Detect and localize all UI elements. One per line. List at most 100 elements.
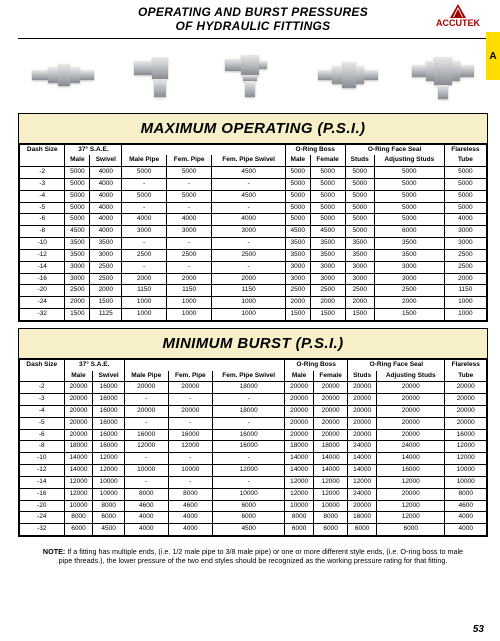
value-cell: 14000 (377, 453, 445, 465)
burst-section-title: MINIMUM BURST (P.S.I.) (19, 329, 487, 359)
value-cell: 20000 (64, 417, 93, 429)
value-cell: 12000 (445, 441, 487, 453)
value-cell: - (124, 476, 168, 488)
value-cell: 20000 (314, 382, 348, 394)
operating-section: MAXIMUM OPERATING (P.S.I.) Dash Size37° … (18, 113, 488, 322)
value-cell: - (212, 202, 286, 214)
value-cell: 3500 (345, 238, 374, 250)
value-cell: 24000 (377, 441, 445, 453)
value-cell: 2000 (65, 297, 90, 309)
value-cell: 3000 (65, 261, 90, 273)
table-row: -420000160002000020000180002000020000200… (20, 406, 487, 418)
value-cell: 1500 (65, 308, 90, 320)
value-cell: - (166, 238, 211, 250)
col-group-header: Dash Size (20, 144, 65, 155)
value-cell: - (212, 179, 286, 191)
value-cell: 2000 (285, 297, 310, 309)
value-cell: 20000 (124, 406, 168, 418)
dash-size-cell: -16 (20, 273, 65, 285)
value-cell: 3500 (65, 238, 90, 250)
brand-name: ACCUTEK (436, 18, 480, 28)
value-cell: 2000 (444, 273, 486, 285)
value-cell: 6000 (374, 226, 444, 238)
value-cell: 4000 (166, 214, 211, 226)
value-cell: 4000 (445, 512, 487, 524)
value-cell: 18000 (213, 406, 285, 418)
dash-size-cell: -20 (20, 285, 65, 297)
col-group-header: 37° S.A.E. (65, 144, 122, 155)
col-sub-header (20, 155, 65, 166)
value-cell: - (212, 238, 286, 250)
value-cell: 3500 (90, 238, 122, 250)
value-cell: 5000 (374, 190, 444, 202)
col-group-header: O-Ring Boss (285, 359, 348, 370)
value-cell: 4000 (90, 226, 122, 238)
value-cell: 14000 (348, 465, 377, 477)
value-cell: 16000 (93, 429, 125, 441)
value-cell: 10000 (124, 465, 168, 477)
value-cell: - (213, 453, 285, 465)
dash-size-cell: -20 (20, 500, 65, 512)
value-cell: 2500 (310, 285, 345, 297)
value-cell: 4500 (310, 226, 345, 238)
col-sub-header: Male (285, 155, 310, 166)
value-cell: - (168, 417, 213, 429)
value-cell: 3000 (122, 226, 167, 238)
value-cell: 5000 (166, 167, 211, 179)
value-cell: 20000 (314, 406, 348, 418)
value-cell: 12000 (285, 488, 314, 500)
table-row: -845004000300030003000450045005000600030… (20, 226, 487, 238)
value-cell: 1500 (90, 297, 122, 309)
value-cell: 18000 (213, 382, 285, 394)
value-cell: 1000 (212, 308, 286, 320)
value-cell: 20000 (168, 382, 213, 394)
value-cell: 1000 (166, 308, 211, 320)
fitting-straight-icon (27, 51, 99, 99)
col-sub-header: Fem. Pipe (168, 371, 213, 382)
value-cell: 5000 (65, 167, 90, 179)
burst-thead: Dash Size37° S.A.E.O-Ring BossO-Ring Fac… (20, 359, 487, 382)
fitting-elbow-pipe-icon (122, 51, 194, 99)
value-cell: 2500 (122, 249, 167, 261)
value-cell: 5000 (345, 179, 374, 191)
col-sub-header: Male Pipe (124, 371, 168, 382)
value-cell: - (213, 417, 285, 429)
value-cell: 5000 (310, 190, 345, 202)
col-sub-header: Male Pipe (122, 155, 167, 166)
col-sub-header: Studs (345, 155, 374, 166)
table-row: -818000160001200012000160001800018000240… (20, 441, 487, 453)
value-cell: 14000 (314, 453, 348, 465)
dash-size-cell: -3 (20, 179, 65, 191)
value-cell: 2000 (374, 297, 444, 309)
value-cell: 4000 (90, 179, 122, 191)
value-cell: 2000 (122, 273, 167, 285)
col-sub-header: Fem. Pipe Swivel (213, 371, 285, 382)
value-cell: 8000 (168, 488, 213, 500)
value-cell: 4000 (90, 202, 122, 214)
value-cell: 4000 (90, 214, 122, 226)
value-cell: 12000 (348, 476, 377, 488)
value-cell: 2500 (374, 285, 444, 297)
dash-size-cell: -2 (20, 382, 65, 394)
value-cell: 8000 (124, 488, 168, 500)
table-row: -326000450040004000450060006000600060004… (20, 524, 487, 536)
value-cell: 1500 (345, 308, 374, 320)
value-cell: 3500 (310, 249, 345, 261)
dash-size-cell: -16 (20, 488, 65, 500)
dash-size-cell: -2 (20, 167, 65, 179)
table-row: -242000150010001000100020002000200020001… (20, 297, 487, 309)
value-cell: 20000 (377, 382, 445, 394)
value-cell: 12000 (93, 465, 125, 477)
value-cell: 3000 (166, 226, 211, 238)
col-group-header (122, 144, 286, 155)
footnote-label: NOTE: (43, 547, 65, 556)
value-cell: 10000 (64, 500, 93, 512)
value-cell: 2000 (310, 297, 345, 309)
value-cell: 4000 (124, 524, 168, 536)
value-cell: 20000 (377, 406, 445, 418)
value-cell: - (124, 394, 168, 406)
value-cell: 1125 (90, 308, 122, 320)
table-row: -123500300025002500250035003500350035002… (20, 249, 487, 261)
value-cell: 2500 (345, 285, 374, 297)
value-cell: 20000 (64, 382, 93, 394)
